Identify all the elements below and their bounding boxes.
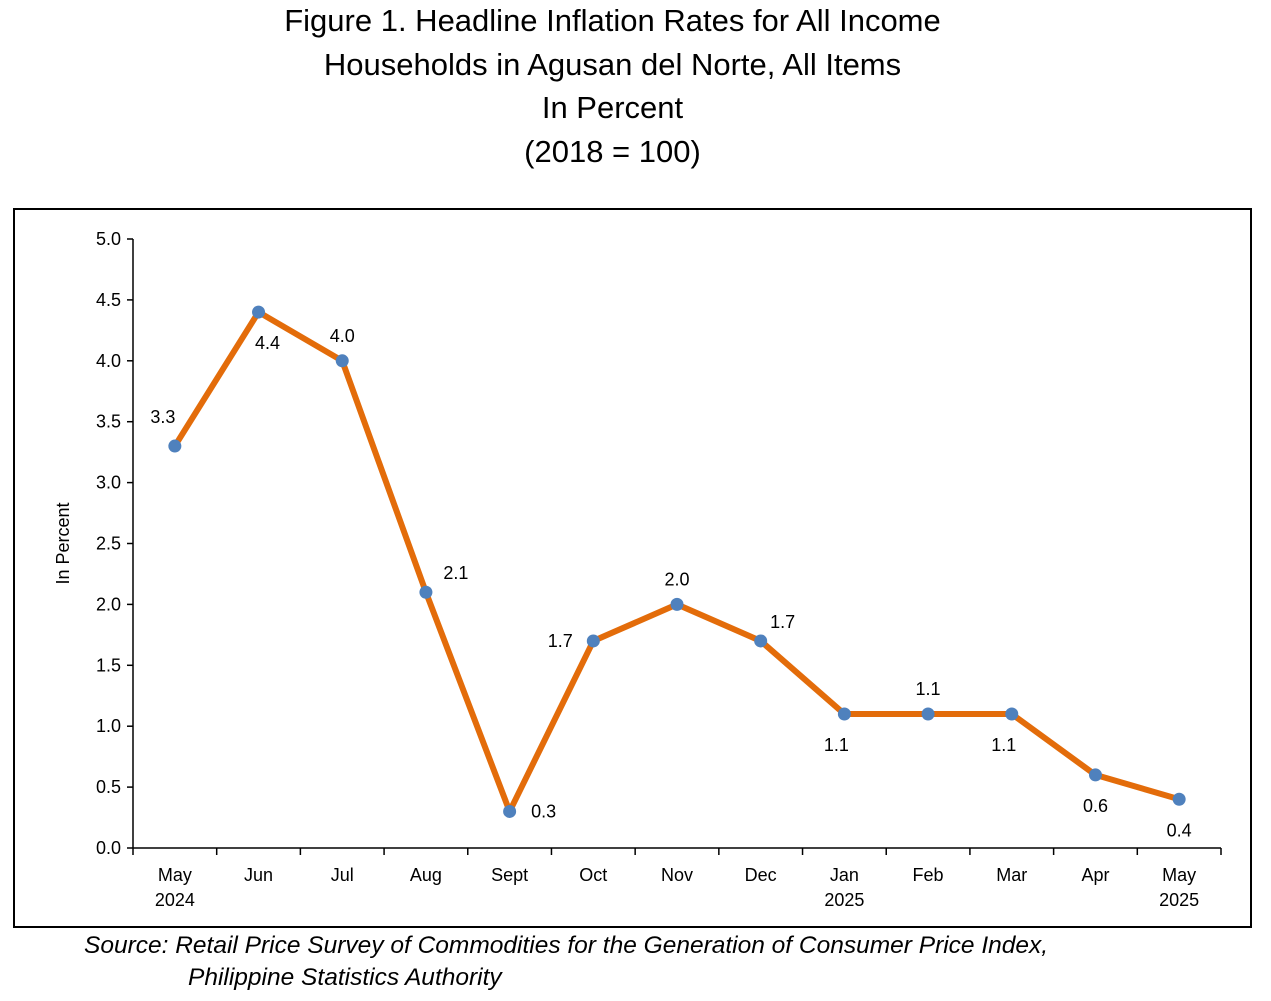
data-point [252,305,266,319]
x-tick-label: 2025 [1159,890,1199,910]
data-point [1088,768,1102,782]
y-tick-label: 4.5 [96,290,121,310]
x-tick-label: Aug [410,865,442,885]
source-line-2: Philippine Statistics Authority [188,964,502,991]
y-axis: 0.0 0.5 1.0 1.5 2.0 2.5 3.0 3.5 4.0 4.5 5.0 In Perc… [53,229,134,858]
data-label: 0.4 [1167,820,1192,840]
data-label: 2.1 [443,563,468,583]
data-point [754,634,768,648]
data-point [1005,707,1019,721]
series-line [171,309,1183,815]
source-line-1: Source: Retail Price Survey of Commoditi… [84,932,1049,959]
data-label: 4.4 [255,333,280,353]
y-tick-label: 3.5 [96,412,121,432]
y-tick-label: 1.5 [96,655,121,675]
x-tick-label: Apr [1081,865,1109,885]
x-tick-label: 2024 [155,890,195,910]
x-tick-label: Jan [830,865,859,885]
data-point [1172,792,1186,806]
data-point [670,597,684,611]
y-tick-label: 0.5 [96,777,121,797]
x-tick-label: 2025 [824,890,864,910]
data-point [168,439,182,453]
chart-title-line-2: Households in Agusan del Norte, All Item… [323,46,902,82]
y-tick-label: 2.0 [96,594,121,614]
y-tick-label: 5.0 [96,229,121,249]
x-tick-label: Dec [745,865,777,885]
x-tick-label: Jul [331,865,354,885]
source-note: Source: Retail Price Survey of Commoditi… [84,930,1048,994]
x-tick-label: May [1162,865,1196,885]
y-tick-label: 2.5 [96,534,121,554]
data-point [335,354,349,368]
chart-frame [13,208,1252,928]
chart-subtitle-base-year: (2018 = 100) [524,133,701,169]
data-point [921,707,935,721]
data-label: 3.3 [150,407,175,427]
data-labels: 3.3 4.4 4.0 2.1 0.3 1.7 2.0 1.7 1.1 1.1 1.1 0.6 0.4 [150,326,1191,840]
x-tick-label: Mar [996,865,1027,885]
chart-title-line-1: Figure 1. Headline Inflation Rates for A… [284,3,941,38]
data-label: 4.0 [330,326,355,346]
y-tick-label: 0.0 [96,838,121,858]
data-point [419,585,433,599]
data-point [837,707,851,721]
chart-subtitle-unit: In Percent [541,90,684,125]
chart-title: Figure 1. Headline Inflation Rates for A… [0,0,1225,173]
x-tick-label: Nov [661,865,693,885]
data-label: 1.7 [548,631,573,651]
x-tick-label: May [158,865,192,885]
data-point [503,804,517,818]
data-label: 1.7 [770,612,795,632]
data-label: 2.0 [664,569,689,589]
y-axis-title: In Percent [53,502,73,584]
data-label: 0.6 [1083,796,1108,816]
y-tick-label: 3.0 [96,473,121,493]
inflation-series [168,305,1186,818]
x-tick-label: Oct [579,865,607,885]
y-tick-label: 1.0 [96,716,121,736]
x-tick-label: Jun [244,865,273,885]
data-point [586,634,600,648]
x-tick-label: Feb [913,865,944,885]
data-label: 1.1 [991,735,1016,755]
y-tick-label: 4.0 [96,351,121,371]
x-axis: May 2024 Jun Jul Aug Sept Oct Nov Dec Jan 2025 Feb M… [132,847,1222,910]
x-tick-label: Sept [491,865,528,885]
data-label: 1.1 [916,679,941,699]
data-label: 0.3 [531,801,556,821]
data-label: 1.1 [824,735,849,755]
